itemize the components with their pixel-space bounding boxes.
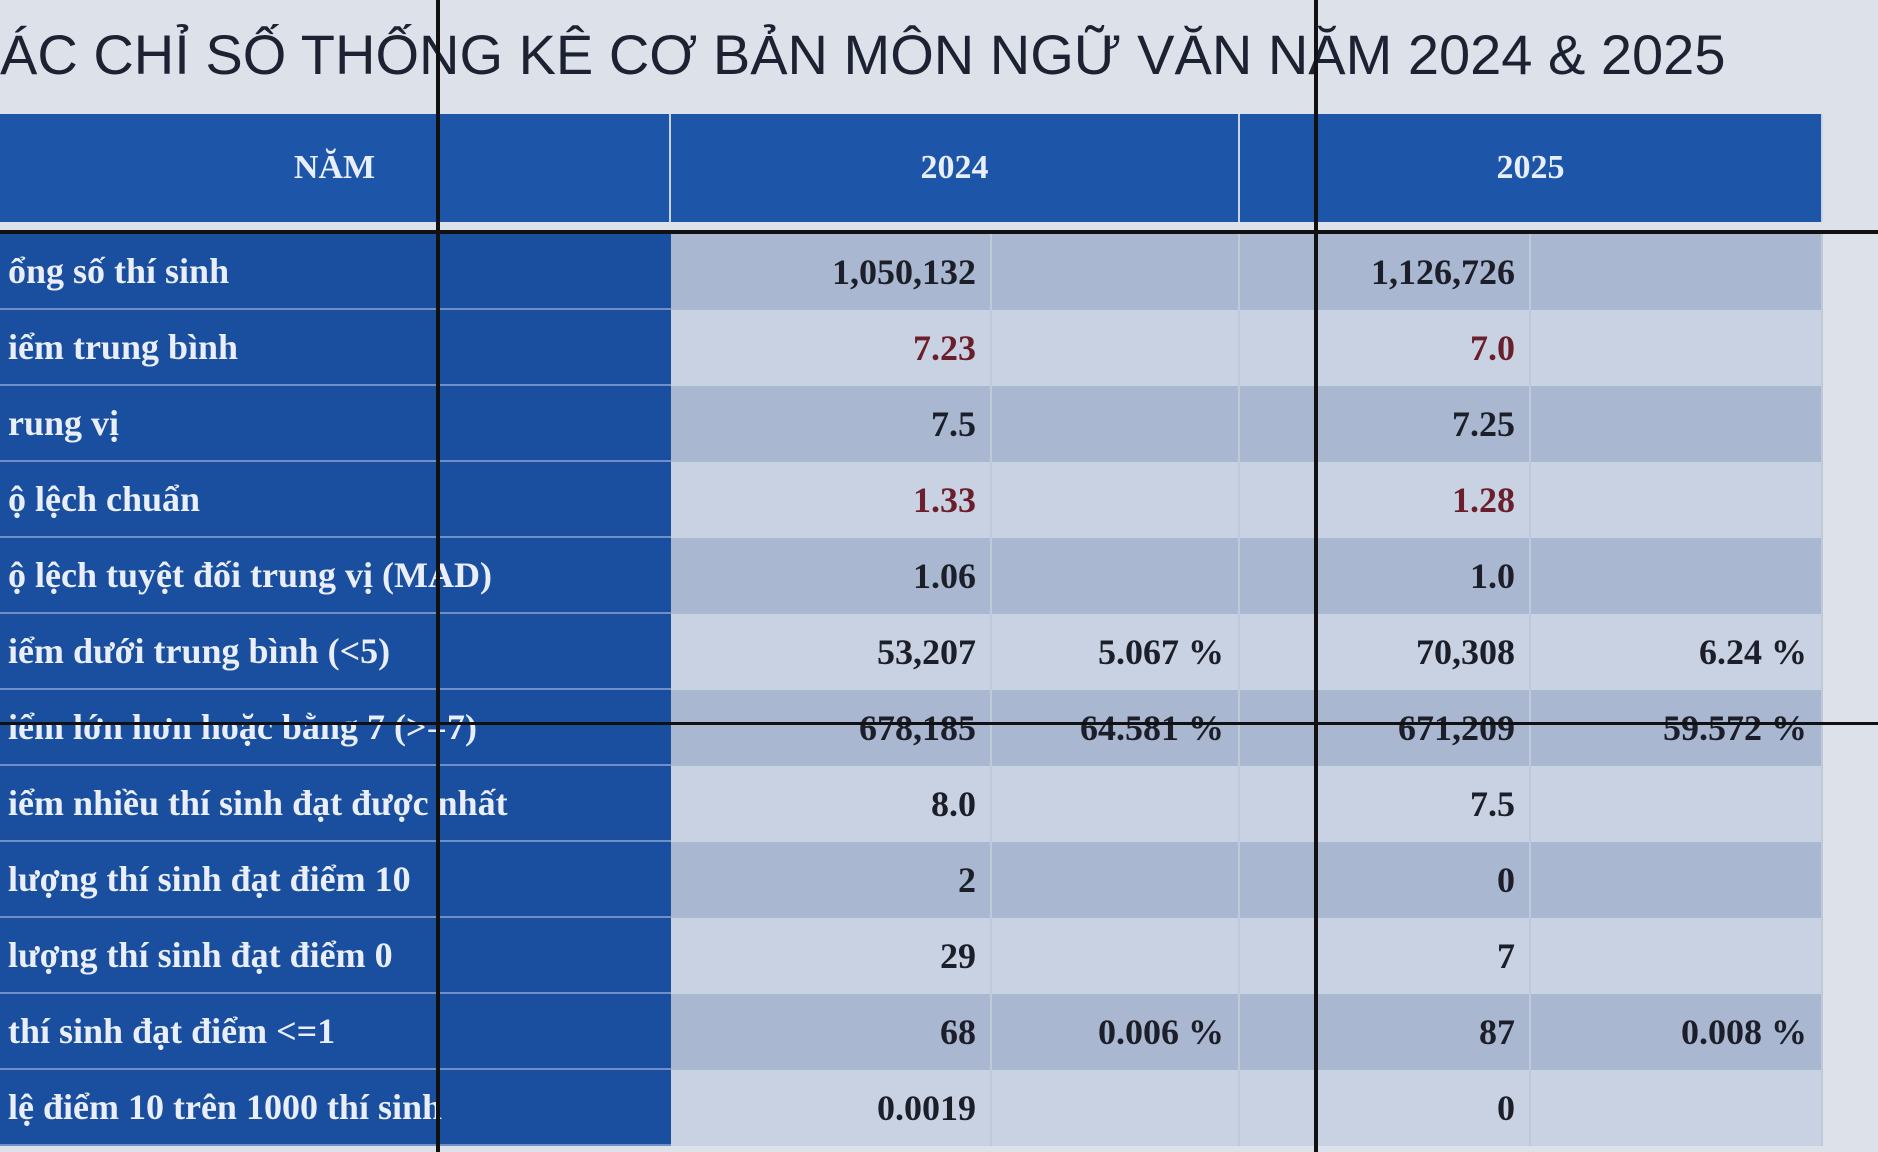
- percent-cell: [992, 234, 1240, 310]
- value-cell: 671,209: [1240, 690, 1531, 766]
- row-label: ộ lệch chuẩn: [0, 462, 671, 538]
- percent-cell: 5.067 %: [992, 614, 1240, 690]
- percent-cell: 0.008 %: [1531, 994, 1823, 1070]
- value-cell: 1.06: [671, 538, 992, 614]
- row-label: rung vị: [0, 386, 671, 462]
- header-year: NĂM: [0, 114, 671, 222]
- percent-cell: [992, 386, 1240, 462]
- value-cell: 1,050,132: [671, 234, 992, 310]
- row-label: lượng thí sinh đạt điểm 10: [0, 842, 671, 918]
- header-2025: 2025: [1240, 114, 1823, 222]
- percent-cell: 6.24 %: [1531, 614, 1823, 690]
- value-cell: 53,207: [671, 614, 992, 690]
- value-cell: 2: [671, 842, 992, 918]
- row-label: iểm lớn hơn hoặc bằng 7 (>=7): [0, 690, 671, 766]
- value-cell: 7.5: [1240, 766, 1531, 842]
- screen-line: [0, 230, 1878, 234]
- percent-cell: [992, 462, 1240, 538]
- value-cell: 1.28: [1240, 462, 1531, 538]
- row-label: iểm dưới trung bình (<5): [0, 614, 671, 690]
- value-cell: 1.33: [671, 462, 992, 538]
- percent-cell: [1531, 310, 1823, 386]
- row-label: iểm trung bình: [0, 310, 671, 386]
- value-cell: 8.0: [671, 766, 992, 842]
- value-cell: 68: [671, 994, 992, 1070]
- value-cell: 70,308: [1240, 614, 1531, 690]
- percent-cell: [992, 918, 1240, 994]
- percent-cell: [1531, 766, 1823, 842]
- screen-line: [1314, 0, 1318, 1152]
- value-cell: 7.0: [1240, 310, 1531, 386]
- percent-cell: [1531, 386, 1823, 462]
- screen-line: [0, 722, 1878, 725]
- row-label: ộ lệch tuyệt đối trung vị (MAD): [0, 538, 671, 614]
- row-label: lượng thí sinh đạt điểm 0: [0, 918, 671, 994]
- percent-cell: [1531, 462, 1823, 538]
- percent-cell: 59.572 %: [1531, 690, 1823, 766]
- percent-cell: [1531, 1070, 1823, 1146]
- value-cell: 0: [1240, 842, 1531, 918]
- title: ÁC CHỈ SỐ THỐNG KÊ CƠ BẢN MÔN NGỮ VĂN NĂ…: [0, 23, 1726, 86]
- row-label: iểm nhiều thí sinh đạt được nhất: [0, 766, 671, 842]
- value-cell: 0: [1240, 1070, 1531, 1146]
- value-cell: 0.0019: [671, 1070, 992, 1146]
- value-cell: 678,185: [671, 690, 992, 766]
- row-label: thí sinh đạt điểm <=1: [0, 994, 671, 1070]
- value-cell: 7.23: [671, 310, 992, 386]
- row-label: ổng số thí sinh: [0, 234, 671, 310]
- value-cell: 1.0: [1240, 538, 1531, 614]
- percent-cell: [1531, 234, 1823, 310]
- value-cell: 1,126,726: [1240, 234, 1531, 310]
- percent-cell: [992, 1070, 1240, 1146]
- percent-cell: [1531, 842, 1823, 918]
- percent-cell: 64.581 %: [992, 690, 1240, 766]
- value-cell: 87: [1240, 994, 1531, 1070]
- percent-cell: [992, 842, 1240, 918]
- value-cell: 29: [671, 918, 992, 994]
- percent-cell: [992, 538, 1240, 614]
- percent-cell: [992, 766, 1240, 842]
- percent-cell: [1531, 918, 1823, 994]
- header-2024: 2024: [671, 114, 1240, 222]
- value-cell: 7.25: [1240, 386, 1531, 462]
- value-cell: 7: [1240, 918, 1531, 994]
- percent-cell: [1531, 538, 1823, 614]
- percent-cell: [992, 310, 1240, 386]
- row-label: lệ điểm 10 trên 1000 thí sinh: [0, 1070, 671, 1146]
- screen-line: [436, 0, 440, 1152]
- percent-cell: 0.006 %: [992, 994, 1240, 1070]
- value-cell: 7.5: [671, 386, 992, 462]
